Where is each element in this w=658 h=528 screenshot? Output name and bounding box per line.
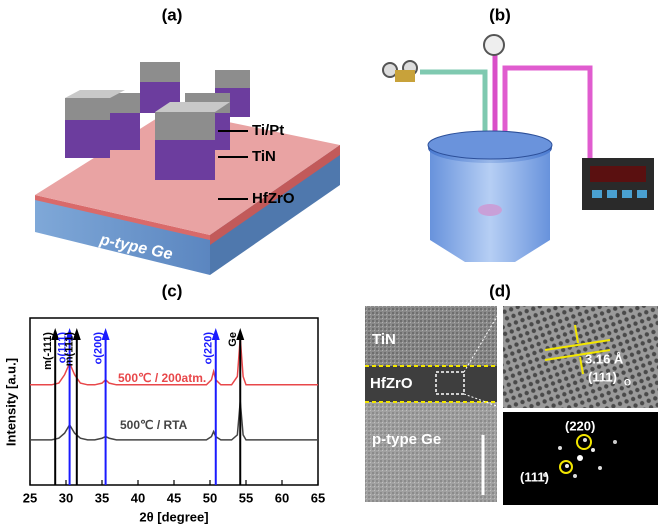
apparatus [383, 35, 654, 262]
series-label: 500℃ / RTA [120, 418, 188, 432]
x-tick-label: 50 [203, 490, 217, 505]
layer-label: p-type Ge [372, 431, 441, 448]
x-tick-label: 40 [131, 490, 145, 505]
plane-label: (111) [588, 369, 617, 384]
reference-label: o(200) [93, 332, 105, 365]
panel-label: (c) [162, 281, 183, 300]
panel-label: (a) [162, 5, 183, 24]
panel-label: (d) [489, 281, 511, 300]
x-tick-label: 65 [311, 490, 325, 505]
device-schematic [35, 62, 340, 275]
annotation: HfZrO [252, 190, 295, 207]
spot-label: (220) [565, 418, 595, 433]
series-label: 500℃ / 200atm. [118, 371, 206, 385]
x-tick-label: 60 [275, 490, 289, 505]
reference-label: m(-111) [42, 332, 54, 370]
layer-label: HfZrO [370, 375, 413, 392]
reference-label: Ge [227, 332, 239, 347]
x-tick-label: 35 [95, 490, 109, 505]
x-tick-label: 45 [167, 490, 181, 505]
annotation: Ti/Pt [252, 122, 284, 139]
reference-label: m(111) [64, 332, 76, 367]
figure: (a) (b) (c) (d) Ti/Pt TiN HfZrO p-type G… [0, 0, 658, 528]
plot-area: 25 30 35 40 45 50 55 60 65 500℃ / 200atm. 500℃ / R… [23, 328, 325, 505]
spacing-label: 3.16 Å [585, 351, 624, 366]
x-tick-label: 55 [239, 490, 253, 505]
y-axis-label: Intensity [a.u.] [3, 358, 18, 446]
spot-label: (111) [520, 469, 549, 484]
tem-images [365, 306, 658, 505]
panel-label: (b) [489, 5, 511, 24]
layer-label: TiN [372, 331, 396, 348]
x-tick-label: 25 [23, 490, 37, 505]
annotation: TiN [252, 148, 276, 165]
x-axis-label: 2θ [degree] [139, 509, 208, 524]
x-tick-label: 30 [59, 490, 73, 505]
reference-label: o(220) [203, 332, 215, 365]
plane-subscript: O [624, 377, 631, 387]
